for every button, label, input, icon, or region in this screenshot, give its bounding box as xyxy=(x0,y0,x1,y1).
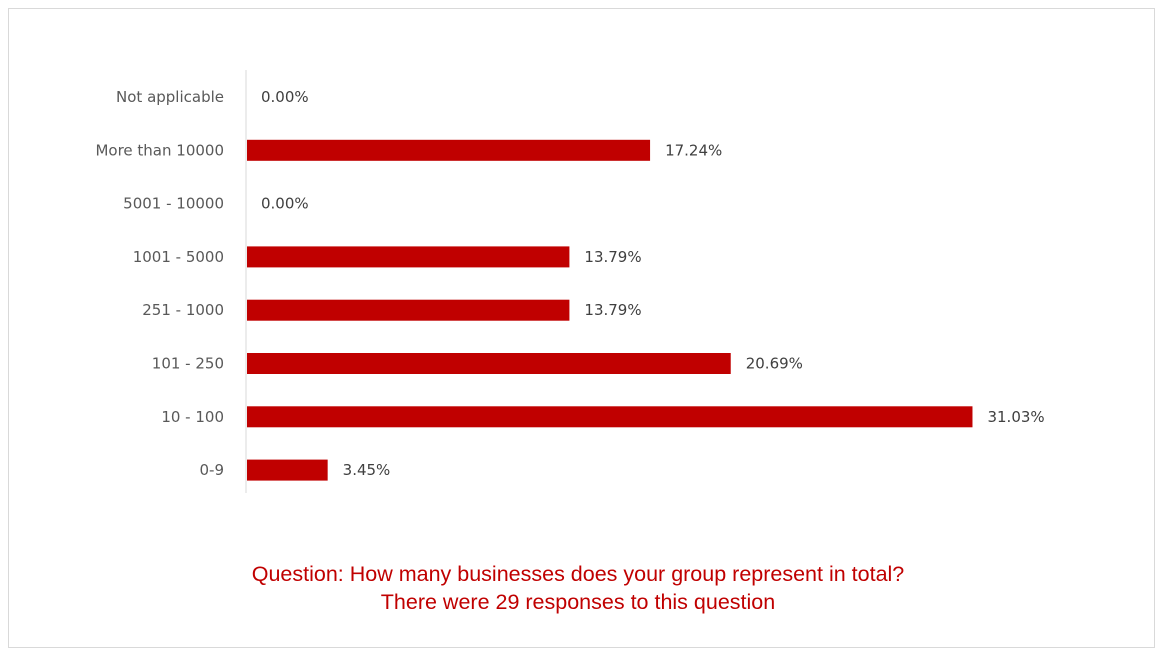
bar-10-100 xyxy=(247,406,973,428)
chart-responses-caption: There were 29 responses to this question xyxy=(380,590,776,614)
value-label-5001-10000: 0.00% xyxy=(261,195,309,213)
value-label-101-250: 20.69% xyxy=(746,355,803,373)
category-label-0-9: 0-9 xyxy=(200,461,225,479)
bar-more-than-10000 xyxy=(247,139,651,161)
value-label-0-9: 3.45% xyxy=(343,461,391,479)
category-label-251-1000: 251 - 1000 xyxy=(142,301,224,319)
value-label-251-1000: 13.79% xyxy=(584,301,641,319)
category-label-1001-5000: 1001 - 5000 xyxy=(133,248,224,266)
category-label-5001-10000: 5001 - 10000 xyxy=(123,195,224,213)
value-label-1001-5000: 13.79% xyxy=(584,248,641,266)
chart-question-caption: Question: How many businesses does your … xyxy=(251,562,905,586)
chart-frame xyxy=(8,8,1155,648)
category-label-101-250: 101 - 250 xyxy=(152,355,224,373)
bar-1001-5000 xyxy=(247,246,570,268)
category-label-not-applicable: Not applicable xyxy=(116,88,224,106)
bar-0-9 xyxy=(247,459,328,481)
value-label-not-applicable: 0.00% xyxy=(261,88,309,106)
category-label-more-than-10000: More than 10000 xyxy=(95,141,224,159)
category-label-10-100: 10 - 100 xyxy=(161,408,224,426)
bar-251-1000 xyxy=(247,299,570,321)
bar-chart: Not applicable 0.00% More than 10000 17.24%… xyxy=(95,70,1045,493)
value-label-10-100: 31.03% xyxy=(987,408,1044,426)
value-label-more-than-10000: 17.24% xyxy=(665,141,722,159)
bar-101-250 xyxy=(247,353,731,374)
